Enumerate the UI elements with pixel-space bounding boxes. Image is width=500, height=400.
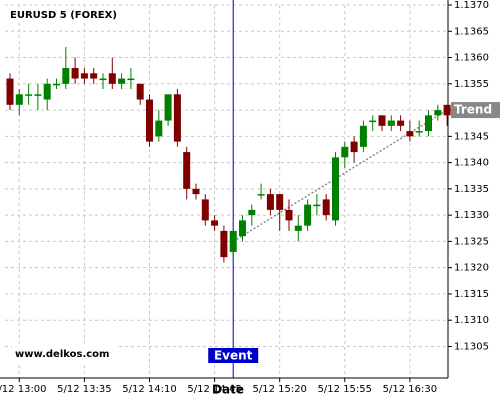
candle-body bbox=[313, 204, 321, 207]
candle-body bbox=[239, 220, 246, 237]
candle-body bbox=[146, 99, 153, 142]
x-tick-label: 5/12 14:10 bbox=[122, 384, 176, 395]
x-tick-label: 5/12 16:30 bbox=[383, 384, 437, 395]
x-axis-label: Date bbox=[212, 383, 244, 397]
y-tick-label: 1.1335 bbox=[454, 184, 489, 195]
candle-body bbox=[201, 199, 209, 221]
candle-body bbox=[229, 230, 237, 252]
candle-body bbox=[6, 78, 14, 105]
candle-body bbox=[53, 83, 60, 86]
candle-body bbox=[118, 78, 126, 84]
watermark-bg bbox=[12, 346, 116, 362]
candle-body bbox=[90, 73, 98, 79]
y-tick-label: 1.1310 bbox=[454, 315, 489, 326]
y-tick-label: 1.1355 bbox=[454, 79, 489, 90]
candle-body bbox=[332, 157, 339, 221]
candle-body bbox=[183, 152, 191, 189]
candle-body bbox=[378, 115, 386, 126]
candle-body bbox=[136, 83, 144, 100]
y-tick-label: 1.1365 bbox=[454, 26, 489, 37]
candle-body bbox=[164, 94, 172, 121]
candle-body bbox=[294, 225, 302, 231]
candle-body bbox=[25, 94, 33, 96]
candle-body bbox=[248, 209, 256, 216]
x-tick-label: 5/12 13:00 bbox=[0, 384, 47, 395]
candle-body bbox=[406, 131, 414, 137]
candle-body bbox=[15, 94, 23, 105]
candle-body bbox=[387, 120, 395, 126]
candle-body bbox=[257, 194, 265, 196]
candle-body bbox=[220, 230, 228, 258]
candle-body bbox=[304, 204, 312, 226]
candle-body bbox=[71, 68, 79, 79]
y-tick-label: 1.1315 bbox=[454, 289, 489, 300]
y-tick-label: 1.1360 bbox=[454, 53, 489, 64]
candle-body bbox=[211, 220, 219, 226]
candle-body bbox=[341, 146, 349, 158]
candle-body bbox=[443, 104, 451, 116]
y-tick-label: 1.1345 bbox=[454, 131, 489, 142]
watermark: www.delkos.com bbox=[15, 349, 109, 360]
candle-body bbox=[350, 141, 358, 153]
y-tick-label: 1.1370 bbox=[454, 0, 489, 11]
candle-body bbox=[322, 199, 330, 216]
candle-body bbox=[80, 73, 88, 79]
candle-body bbox=[34, 94, 42, 96]
candle-body bbox=[266, 194, 274, 210]
chart-title: EURUSD 5 (FOREX) bbox=[10, 10, 117, 21]
trend-label-bg bbox=[451, 102, 500, 119]
candle-body bbox=[276, 194, 284, 210]
x-tick-label: 5/12 14:45 bbox=[187, 384, 241, 395]
candle-body bbox=[434, 110, 442, 116]
y-tick-label: 1.1330 bbox=[454, 210, 489, 221]
candle-body bbox=[173, 94, 181, 142]
event-label-bg bbox=[208, 348, 259, 363]
candle-body bbox=[397, 120, 405, 126]
candle-body bbox=[127, 78, 135, 81]
candle-body bbox=[192, 188, 200, 195]
candle-body bbox=[62, 68, 70, 84]
candle-body bbox=[359, 125, 367, 147]
candle-body bbox=[425, 115, 432, 132]
y-tick-label: 1.1340 bbox=[454, 158, 489, 169]
trend-label: Trend bbox=[454, 103, 492, 117]
event-label: Event bbox=[214, 349, 253, 363]
candle-body bbox=[285, 209, 293, 221]
y-tick-label: 1.1325 bbox=[454, 236, 489, 247]
title-bg bbox=[6, 7, 118, 23]
candle-body bbox=[155, 120, 163, 137]
x-tick-label: 5/12 15:55 bbox=[318, 384, 372, 395]
x-tick-label: 5/12 15:20 bbox=[252, 384, 306, 395]
candle-body bbox=[99, 78, 107, 81]
y-tick-label: 1.1320 bbox=[454, 263, 489, 274]
candle-body bbox=[415, 131, 423, 133]
x-tick-label: 5/12 13:35 bbox=[57, 384, 111, 395]
y-tick-label: 1.1305 bbox=[454, 341, 489, 352]
candle-body bbox=[43, 83, 51, 100]
candle-body bbox=[108, 73, 116, 84]
candle-body bbox=[369, 120, 377, 123]
